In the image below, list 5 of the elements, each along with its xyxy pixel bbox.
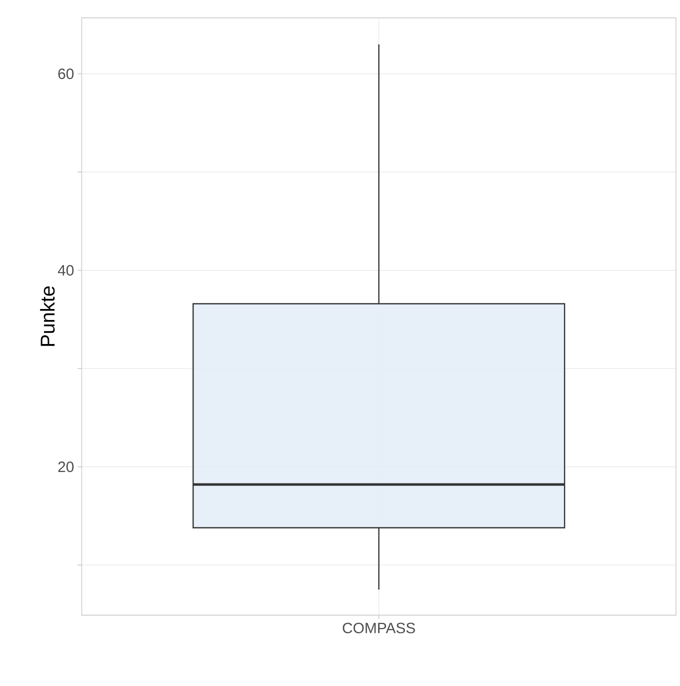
- y-axis-title: Punkte: [40, 286, 55, 346]
- y-tick-label: 40: [58, 265, 74, 276]
- y-tick-label: 20: [58, 462, 74, 472]
- x-tick-label: COMPASS: [342, 622, 415, 634]
- y-tick-label: 60: [58, 68, 74, 80]
